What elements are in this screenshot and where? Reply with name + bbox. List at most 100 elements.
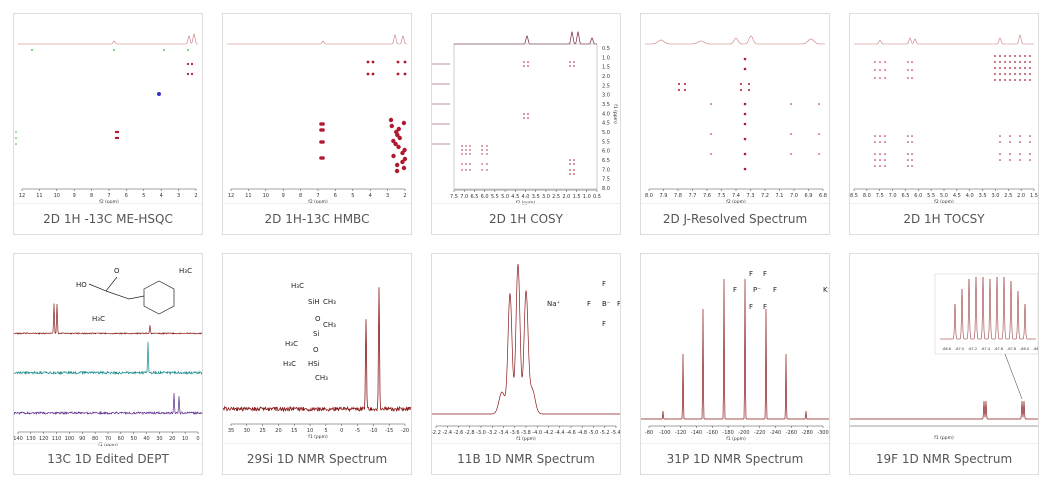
cross-peak xyxy=(710,103,712,105)
cross-peak xyxy=(527,61,529,63)
cross-peak xyxy=(113,49,115,51)
cross-peak xyxy=(523,65,525,67)
inset-tick-label: -67.6 xyxy=(994,347,1003,351)
axis-label: f1 (ppm) xyxy=(308,434,328,440)
spectrum-trace xyxy=(940,276,1036,340)
card[interactable]: O HO H₃C H₃C 140 130 120 110 100 90 80 70 60 50 40 30 20… xyxy=(13,253,203,475)
cross-peak xyxy=(1004,79,1006,81)
cross-peak xyxy=(573,169,575,171)
cross-peak xyxy=(389,123,395,129)
structure-label: F xyxy=(602,320,606,328)
cross-peak xyxy=(1014,61,1016,63)
cross-peak xyxy=(874,77,876,79)
y-tick-label: 1.0 xyxy=(602,55,610,61)
y-tick-label: 3.0 xyxy=(602,93,610,99)
cross-peak xyxy=(879,135,881,137)
cross-peak xyxy=(321,128,325,132)
card[interactable]: 8.0 7.9 7.8 7.7 7.6 7.5 7.4 7.3 7.2 7.1 7.0 6.9 6.8 f… xyxy=(640,13,830,235)
cross-peak xyxy=(879,141,881,143)
cross-peak xyxy=(907,77,909,79)
cross-peak xyxy=(1029,61,1031,63)
cross-peak xyxy=(818,153,820,155)
card[interactable]: 7.5 7.0 6.5 6.0 5.5 5.0 4.5 4.0 3.5 3.0 2.5 2.0 1.5 1… xyxy=(431,13,621,235)
structure-bond xyxy=(105,290,145,300)
x-tick-label: 5.0 xyxy=(501,194,509,200)
x-tick-label: -4.4 xyxy=(555,430,565,436)
x-tick-label: 4.0 xyxy=(522,194,530,200)
inset-tick-label: -67.8 xyxy=(1007,347,1016,351)
cross-peak xyxy=(396,144,401,150)
cross-peak xyxy=(321,140,325,144)
card[interactable]: -66.6 -67.0 -67.2 -67.4-67.6 -67.8 -68.0 -68.2… xyxy=(849,253,1039,475)
cross-peak xyxy=(911,165,913,167)
x-tick-label: 5.0 xyxy=(940,193,948,199)
cross-peak xyxy=(999,141,1001,143)
cross-peak xyxy=(1004,73,1006,75)
card[interactable]: H₃C SiH CH₃ O Si CH₃ H₃C O H₃C HSi CH₃ 35 30 25 20 15 10… xyxy=(222,253,412,475)
structure-label: F xyxy=(733,286,737,294)
spectrum-trace xyxy=(14,392,202,416)
cross-peak xyxy=(999,61,1001,63)
x-tick-label: 15 xyxy=(291,428,297,434)
cross-peak xyxy=(1019,79,1021,81)
x-tick-label: 3 xyxy=(177,193,180,199)
x-tick-label: 1.5 xyxy=(573,194,581,200)
card[interactable]: 12 11 10 9 8 7 6 5 4 3 2 f2 (ppm) 2D 1H-13C HMBC xyxy=(222,13,412,235)
spectrum-trace xyxy=(18,33,198,45)
card-caption: 31P 1D NMR Spectrum xyxy=(641,443,829,474)
card[interactable]: 8.5 8.0 7.5 7.0 6.5 6.0 5.5 5.0 4.5 4.0 3.5 3.0 2.5 2… xyxy=(849,13,1039,235)
cross-peak xyxy=(1019,73,1021,75)
x-tick-label: 40 xyxy=(143,436,149,442)
cross-peak xyxy=(884,159,886,161)
axis-label: f2 (ppm) xyxy=(934,199,954,205)
cross-peak xyxy=(569,159,571,161)
cross-peak xyxy=(190,62,194,66)
card[interactable]: FFFP⁻FFFK⁺-80-100-120-140-160-180-200-22… xyxy=(640,253,830,475)
axis-label: f2 (ppm) xyxy=(726,199,746,205)
x-tick-label: -5 xyxy=(355,428,360,434)
cross-peak xyxy=(740,83,742,85)
x-tick-label: 7.3 xyxy=(747,193,755,199)
cross-peak xyxy=(874,141,876,143)
cross-peak xyxy=(907,69,909,71)
cross-peak xyxy=(994,67,996,69)
cross-peak xyxy=(569,61,571,63)
cross-peak xyxy=(740,89,742,91)
card[interactable]: Na⁺ F F B⁻ F F -2.2 -2.4 -2.6 -2.8 -3.0 -3.2 -3.4 -3.… xyxy=(431,253,621,475)
x-tick-label: -4.2 xyxy=(544,430,554,436)
cross-peak xyxy=(1019,141,1021,143)
y-tick-label: 1.5 xyxy=(602,65,610,71)
cross-peak xyxy=(403,60,407,64)
arrow xyxy=(1004,353,1023,400)
cross-peak xyxy=(884,135,886,137)
x-tick-label: 3.0 xyxy=(542,194,550,200)
cross-peak xyxy=(186,62,190,66)
x-tick-label: -10 xyxy=(369,428,377,434)
x-tick-label: -20 xyxy=(401,428,409,434)
cross-peak xyxy=(874,153,876,155)
cross-peak xyxy=(465,149,467,151)
structure-label: H₃C xyxy=(92,315,105,323)
cross-peak xyxy=(743,152,747,156)
cross-peak xyxy=(884,165,886,167)
cross-peak xyxy=(394,168,400,174)
cross-peak xyxy=(523,61,525,63)
card[interactable]: 12 11 10 9 8 7 6 5 4 3 2 f2 (ppm) 2D 1H -13C ME-HSQC xyxy=(13,13,203,235)
structure-label: H₃C xyxy=(283,360,296,368)
inset-tick-label: -67.4 xyxy=(981,347,991,351)
x-tick-label: -3.4 xyxy=(499,430,509,436)
structure-label: B⁻ xyxy=(602,300,611,308)
x-tick-label: 20 xyxy=(169,436,175,442)
axis-label: f1 (ppm) xyxy=(612,104,618,124)
x-tick-label: 3.5 xyxy=(979,193,987,199)
cross-peak xyxy=(15,131,17,133)
x-tick-label: 12 xyxy=(228,193,234,199)
x-tick-label: 30 xyxy=(156,436,162,442)
cross-peak xyxy=(400,159,405,165)
x-tick-label: -5.2 xyxy=(600,430,610,436)
x-tick-label: 11 xyxy=(36,193,42,199)
x-tick-label: -80 xyxy=(645,430,653,436)
x-tick-label: -2.4 xyxy=(442,430,452,436)
cross-peak xyxy=(994,61,996,63)
